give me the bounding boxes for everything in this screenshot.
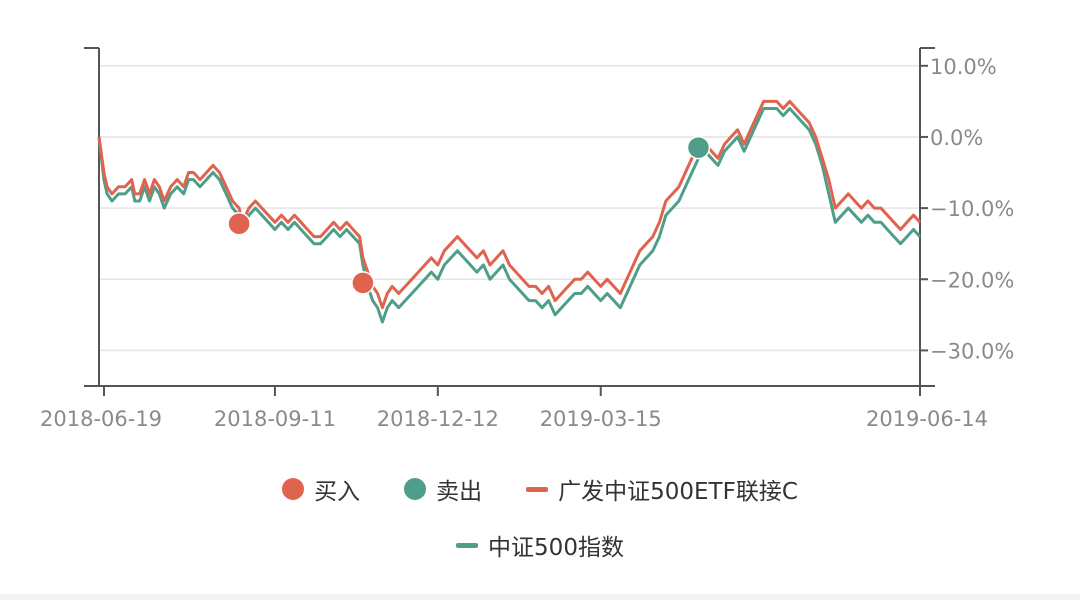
x-tick-label: 2019-06-14 xyxy=(866,407,988,431)
series-lines xyxy=(97,99,922,324)
y-axis-ticks: 10.0% 0.0% −10.0% −20.0% −30.0% xyxy=(920,55,1014,363)
legend-label-sell: 卖出 xyxy=(436,479,483,505)
x-tick-label: 2018-06-19 xyxy=(40,407,162,431)
buy-marker[interactable] xyxy=(227,212,251,236)
y-tick-label: 10.0% xyxy=(930,55,997,79)
legend-item-buy[interactable]: 买入 xyxy=(282,472,360,506)
bottom-strip xyxy=(0,594,1080,600)
sell-marker-icon xyxy=(404,478,427,500)
y-tick-label: −20.0% xyxy=(930,268,1014,292)
x-tick-label: 2019-03-15 xyxy=(540,407,662,431)
buy-marker[interactable] xyxy=(351,271,375,295)
y-tick-label: −30.0% xyxy=(930,339,1014,363)
performance-chart: 2018-06-19 2018-09-11 2018-12-12 2019-03-15… xyxy=(40,47,1014,431)
y-tick-label: 0.0% xyxy=(930,126,983,150)
sell-marker[interactable] xyxy=(686,135,711,160)
legend-row-1: 买入 卖出 广发中证500ETF联接C xyxy=(0,472,1080,506)
x-tick-label: 2018-12-12 xyxy=(377,407,499,431)
legend-item-sell[interactable]: 卖出 xyxy=(404,472,482,506)
legend-item-index[interactable]: 中证500指数 xyxy=(456,528,624,562)
chart-axes xyxy=(84,47,935,387)
index-series-line xyxy=(97,107,922,324)
fund-series-line xyxy=(97,99,922,310)
legend-label-fund: 广发中证500ETF联接C xyxy=(558,479,798,505)
trade-markers xyxy=(227,135,711,295)
grid-lines xyxy=(99,65,920,352)
legend-label-buy: 买入 xyxy=(314,479,361,505)
x-tick-label: 2018-09-11 xyxy=(214,407,336,431)
fund-line-icon xyxy=(526,486,549,492)
y-tick-label: −10.0% xyxy=(930,197,1014,221)
x-axis-ticks: 2018-06-19 2018-09-11 2018-12-12 2019-03-15… xyxy=(40,386,988,431)
legend-row-2: 中证500指数 xyxy=(0,528,1080,562)
legend-label-index: 中证500指数 xyxy=(488,535,624,561)
buy-marker-icon xyxy=(282,478,305,500)
index-line-icon xyxy=(456,542,479,548)
legend-item-fund[interactable]: 广发中证500ETF联接C xyxy=(526,472,798,506)
